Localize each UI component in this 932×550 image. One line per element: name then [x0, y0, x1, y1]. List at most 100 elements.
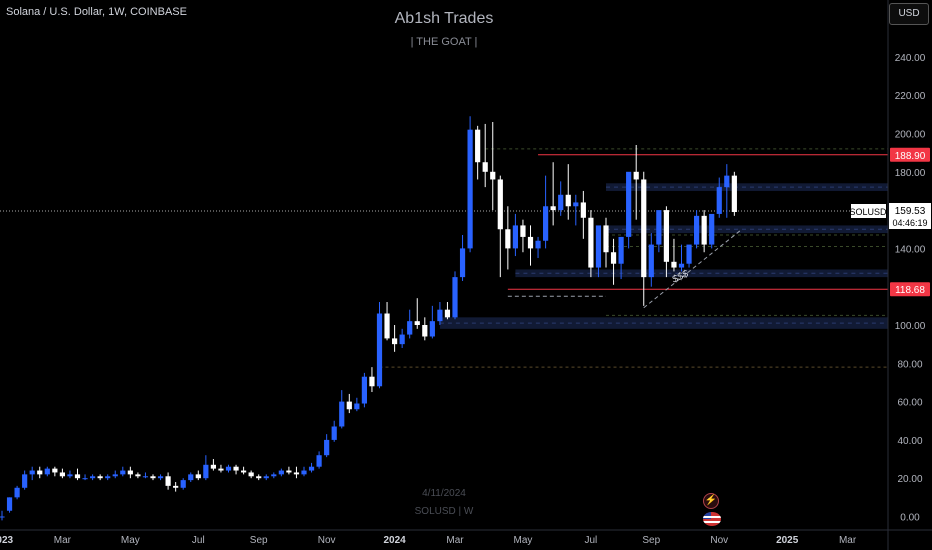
candle-body [414, 321, 420, 325]
time-tick-label: Jul [192, 535, 205, 546]
time-tick-label: Nov [318, 535, 336, 546]
candle-body [678, 263, 685, 268]
price-tick-label: 140.00 [895, 244, 926, 255]
candle-body [656, 210, 662, 245]
candle-body [14, 487, 20, 498]
us-flag-icon[interactable] [703, 512, 721, 526]
candle-body [429, 321, 435, 337]
time-tick-label: Mar [839, 535, 857, 546]
watermark-title: Ab1sh Trades [394, 10, 494, 27]
candle-body [399, 334, 405, 345]
candle-body [626, 171, 632, 237]
time-tick-label: Sep [250, 535, 268, 546]
candle-body [52, 468, 58, 473]
time-tick-label: Jul [585, 535, 598, 546]
candle-body [527, 236, 534, 249]
watermark-subtitle: | THE GOAT | [410, 36, 478, 48]
candle-body [271, 474, 277, 477]
candle-body [150, 476, 156, 479]
candle-body [135, 474, 141, 477]
level-tag-bg-0 [890, 147, 930, 162]
candle-body [663, 210, 669, 262]
price-tick-label: 80.00 [897, 359, 922, 370]
candle-body [82, 478, 88, 480]
candle-body [324, 439, 330, 456]
candle-body [641, 179, 647, 278]
candle-body [127, 470, 133, 475]
candle-body [188, 474, 194, 481]
candle-body [610, 252, 617, 264]
candle-body [573, 202, 579, 207]
candle-body [59, 472, 65, 477]
candle-body [241, 470, 247, 473]
price-tick-label: 200.00 [895, 130, 926, 141]
time-tick-label: 2025 [776, 535, 799, 546]
candle-body [565, 194, 571, 207]
price-tick-label: 40.00 [897, 436, 922, 447]
candle-body [29, 470, 35, 475]
candle-body [512, 225, 518, 249]
candle-body [248, 472, 254, 477]
candle-body [603, 225, 609, 253]
candle-body [648, 244, 654, 278]
candle-body [550, 206, 556, 211]
zones-layer [439, 183, 888, 329]
candle-body [331, 426, 337, 440]
candle-body [301, 470, 307, 475]
time-tick-label: May [121, 535, 140, 546]
candle-body [490, 171, 496, 180]
candle-body [0, 516, 5, 518]
price-tick-label: 60.00 [897, 398, 922, 409]
time-axis[interactable]: 2023 Mar May Jul Sep Nov 2024 Mar May Jul Sep Nov 20… [0, 529, 932, 546]
lightning-icon[interactable]: ⚡ [703, 493, 719, 509]
watermark-date: 4/11/2024 [422, 488, 466, 499]
candle-body [293, 472, 300, 475]
candle-body [6, 497, 13, 511]
watermark-symbol: SOLUSD | W [414, 506, 474, 517]
currency-button[interactable]: USD [889, 3, 929, 25]
candle-body [724, 175, 730, 188]
candle-body [180, 480, 186, 488]
candle-body [376, 313, 383, 387]
candle-body [218, 468, 224, 471]
candle-body [452, 277, 458, 318]
price-tick-label: 0.00 [900, 513, 920, 524]
price-tick-label: 20.00 [897, 474, 922, 485]
levels-layer [0, 148, 888, 368]
time-tick-label: Mar [446, 535, 464, 546]
candle-body [694, 215, 700, 245]
candle-body [233, 466, 239, 471]
candle-body [278, 470, 284, 475]
candle-body [361, 376, 367, 404]
candle-body [709, 213, 715, 245]
candle-body [475, 129, 481, 163]
candle-body [67, 474, 73, 477]
candle-body [595, 225, 602, 268]
candle-body [467, 129, 473, 249]
candle-body [437, 309, 443, 322]
candle-body [286, 470, 292, 473]
candle-body [173, 485, 179, 488]
candle-body [588, 217, 594, 268]
candle-body [157, 476, 164, 479]
candle-body [369, 376, 375, 387]
price-tick-label: 100.00 [895, 321, 926, 332]
candle-body [701, 215, 707, 245]
zone-1 [606, 225, 888, 234]
level-tag-1: 118.68 [895, 285, 925, 296]
candle-body [558, 194, 564, 211]
candle-body [44, 468, 50, 475]
candle-body [716, 187, 722, 214]
candle-body [354, 403, 360, 410]
candle-body [580, 202, 586, 218]
candle-body [384, 313, 390, 339]
candle-body [263, 476, 269, 479]
candle-body [210, 464, 216, 469]
time-tick-label: Sep [642, 535, 660, 546]
candle-body [112, 474, 118, 477]
candle-body [165, 476, 171, 486]
candle-body [633, 171, 639, 180]
current-price-tag: 159.53 [895, 206, 926, 217]
